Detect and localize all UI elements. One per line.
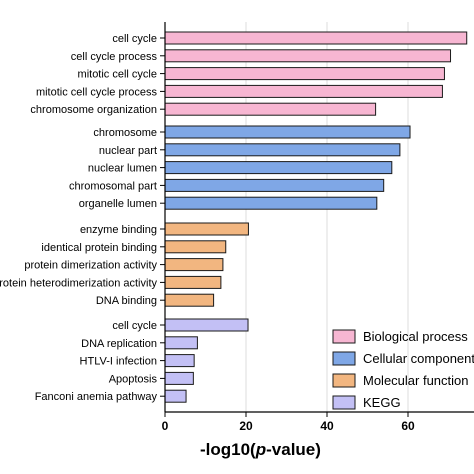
category-label: mitotic cell cycle process — [36, 86, 158, 98]
category-label: chromosomal part — [69, 180, 157, 192]
bar — [164, 258, 224, 272]
legend-label: Cellular component — [363, 351, 474, 366]
x-tick-label: 0 — [162, 419, 169, 433]
bar — [164, 67, 445, 81]
category-label: protein dimerization activity — [24, 260, 157, 272]
category-label: identical protein binding — [41, 242, 157, 254]
category-label: cell cycle — [112, 320, 157, 332]
bar — [164, 143, 401, 157]
bar — [164, 31, 468, 45]
category-label: chromosome — [93, 127, 157, 139]
bar — [164, 161, 393, 175]
x-tick-label: 20 — [239, 419, 253, 433]
bar — [164, 84, 443, 98]
category-label: Apoptosis — [109, 373, 158, 385]
category-label: cell cycle — [112, 33, 157, 45]
legend-swatch — [332, 395, 356, 410]
legend-swatch — [332, 351, 356, 366]
legend-swatch — [332, 329, 356, 344]
bar — [164, 293, 215, 307]
category-label: Fanconi anemia pathway — [35, 391, 158, 403]
category-label: cell cycle process — [71, 51, 158, 63]
legend-label: Biological process — [363, 329, 468, 344]
category-label: nuclear part — [99, 145, 157, 157]
legend-swatch — [332, 373, 356, 388]
bar — [164, 49, 452, 63]
category-label: HTLV-I infection — [80, 356, 157, 368]
category-label: protein heterodimerization activity — [0, 277, 157, 289]
legend-label: KEGG — [363, 395, 401, 410]
category-label: organelle lumen — [79, 198, 157, 210]
bar — [164, 275, 222, 289]
category-label: DNA binding — [96, 295, 157, 307]
category-label: nuclear lumen — [88, 163, 157, 175]
category-label: chromosome organization — [30, 104, 157, 116]
bar — [164, 336, 198, 350]
legend-label: Molecular function — [363, 373, 469, 388]
bar — [164, 125, 411, 139]
x-tick-label: 40 — [320, 419, 334, 433]
bar — [164, 102, 377, 116]
category-label: mitotic cell cycle — [78, 69, 157, 81]
category-label: enzyme binding — [80, 224, 157, 236]
bar — [164, 389, 187, 403]
bar — [164, 354, 195, 368]
bar — [164, 318, 249, 332]
bar — [164, 240, 227, 254]
x-tick-label: 60 — [401, 419, 415, 433]
bar — [164, 222, 249, 236]
bar — [164, 371, 194, 385]
category-label: DNA replication — [81, 338, 157, 350]
bar — [164, 196, 378, 210]
bar — [164, 178, 385, 192]
